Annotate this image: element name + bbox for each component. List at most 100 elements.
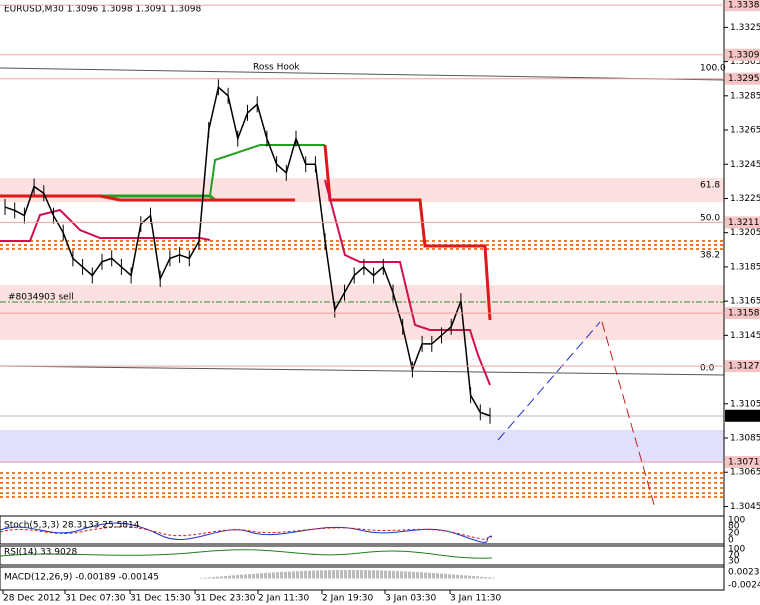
time-label: 2 Jan 19:30 — [322, 594, 374, 604]
macd-bar — [224, 575, 227, 579]
macd-bar — [300, 571, 303, 579]
tick-label: 1.3265 — [730, 126, 760, 136]
macd-bar — [392, 570, 395, 579]
macd-bar — [228, 575, 231, 579]
macd-bar — [376, 570, 379, 579]
macd-bar — [436, 573, 439, 579]
macd-bar — [284, 571, 287, 579]
stoch-axis-label: 100 — [728, 516, 745, 526]
time-label: 2 Jan 11:30 — [258, 594, 310, 604]
macd-bar — [308, 570, 311, 579]
order-label: #8034903 sell — [8, 293, 74, 303]
macd-bar — [480, 576, 483, 579]
level-label: 1.3071 — [728, 457, 760, 467]
macd-bar — [264, 572, 267, 579]
macd-bar — [260, 573, 263, 579]
signal-line — [0, 179, 491, 386]
macd-bar — [384, 570, 387, 579]
stoch-axis-label: 20 — [728, 529, 740, 539]
trend-line — [0, 365, 725, 376]
macd-bar — [492, 577, 495, 579]
tick-label: 1.3245 — [730, 160, 760, 170]
macd-label: MACD(12,26,9) -0.00189 -0.00145 — [4, 573, 159, 583]
macd-bar — [484, 577, 487, 579]
macd-bar — [332, 570, 335, 579]
macd-bar — [328, 570, 331, 579]
macd-bar — [448, 574, 451, 579]
tick-label: 1.3045 — [730, 502, 760, 512]
tick-label: 1.3205 — [730, 228, 760, 238]
macd-bar — [420, 572, 423, 579]
price-axis: 1.3325 1.3305 1.3285 1.3265 1.3245 1.3225 1.32… — [724, 0, 760, 512]
trend-red — [0, 144, 492, 321]
trend-green — [209, 144, 325, 197]
macd-bar — [312, 570, 315, 579]
resistance-zone — [0, 178, 724, 202]
macd-bar — [320, 570, 323, 579]
level-label: 1.3127 — [728, 362, 760, 372]
pending-orders-bottom — [0, 472, 724, 498]
level-box — [725, 360, 760, 373]
tick-label: 1.3325 — [730, 23, 760, 33]
level-box — [725, 72, 760, 85]
macd-histogram — [200, 570, 495, 579]
stoch-axis-label: 0 — [728, 536, 734, 546]
time-axis: 28 Dec 2012 31 Dec 07:30 31 Dec 15:30 31 De… — [2, 590, 502, 604]
level-box — [725, 48, 760, 61]
macd-bar — [468, 575, 471, 579]
rsi-axis-label: 100 — [728, 545, 745, 555]
macd-axis-label: -0.0024 — [728, 581, 760, 591]
level-box — [725, 0, 760, 12]
macd-bar — [208, 577, 211, 579]
macd-bar — [472, 576, 475, 579]
macd-bar — [360, 570, 363, 579]
pending-orders-top — [0, 240, 724, 250]
level-label: 1.3338 — [728, 1, 760, 11]
projection-up — [497, 321, 601, 441]
macd-bar — [428, 572, 431, 579]
fibo-label: 61.8 — [700, 181, 720, 191]
fibo-labels: 100.0 61.8 50.0 38.2 0.0 — [700, 64, 726, 374]
macd-bar — [216, 576, 219, 579]
symbol-info: EURUSD,M30 1.3096 1.3098 1.3091 1.3098 — [4, 5, 202, 15]
macd-bar — [248, 574, 251, 579]
tick-label: 1.3285 — [730, 91, 760, 101]
projection-down — [601, 321, 656, 509]
macd-bar — [460, 575, 463, 579]
macd-bar — [292, 571, 295, 579]
ross-hook-label: Ross Hook — [253, 63, 300, 73]
time-label: 31 Dec 23:30 — [195, 594, 256, 604]
macd-bar — [388, 570, 391, 579]
macd-bar — [296, 571, 299, 579]
macd-bar — [464, 575, 467, 579]
level-box — [725, 307, 760, 320]
macd-bar — [408, 571, 411, 579]
rsi-panel — [0, 545, 725, 566]
trend-line — [0, 67, 725, 81]
macd-bar — [204, 577, 207, 579]
stoch-label: Stoch(5,3,3) 28.3133 25.5814 — [4, 521, 140, 531]
level-label: 1.3158 — [728, 309, 760, 319]
fibo-label: 38.2 — [700, 251, 720, 261]
fibo-label: 100.0 — [700, 64, 726, 74]
price-layer — [4, 79, 491, 424]
tick-label: 1.3165 — [730, 297, 760, 307]
macd-bar — [256, 573, 259, 579]
macd-bar — [304, 570, 307, 579]
macd-bar — [212, 576, 215, 579]
tick-label: 1.3145 — [730, 331, 760, 341]
macd-bar — [244, 574, 247, 579]
macd-bar — [396, 571, 399, 579]
macd-bar — [404, 571, 407, 579]
macd-bar — [348, 570, 351, 579]
macd-bar — [324, 570, 327, 579]
current-price-box — [725, 409, 760, 422]
macd-bar — [452, 574, 455, 579]
macd-bar — [240, 574, 243, 579]
level-box — [725, 216, 760, 229]
tick-label: 1.3305 — [730, 57, 760, 67]
level-label: 1.3211 — [728, 218, 760, 228]
macd-bar — [456, 574, 459, 579]
